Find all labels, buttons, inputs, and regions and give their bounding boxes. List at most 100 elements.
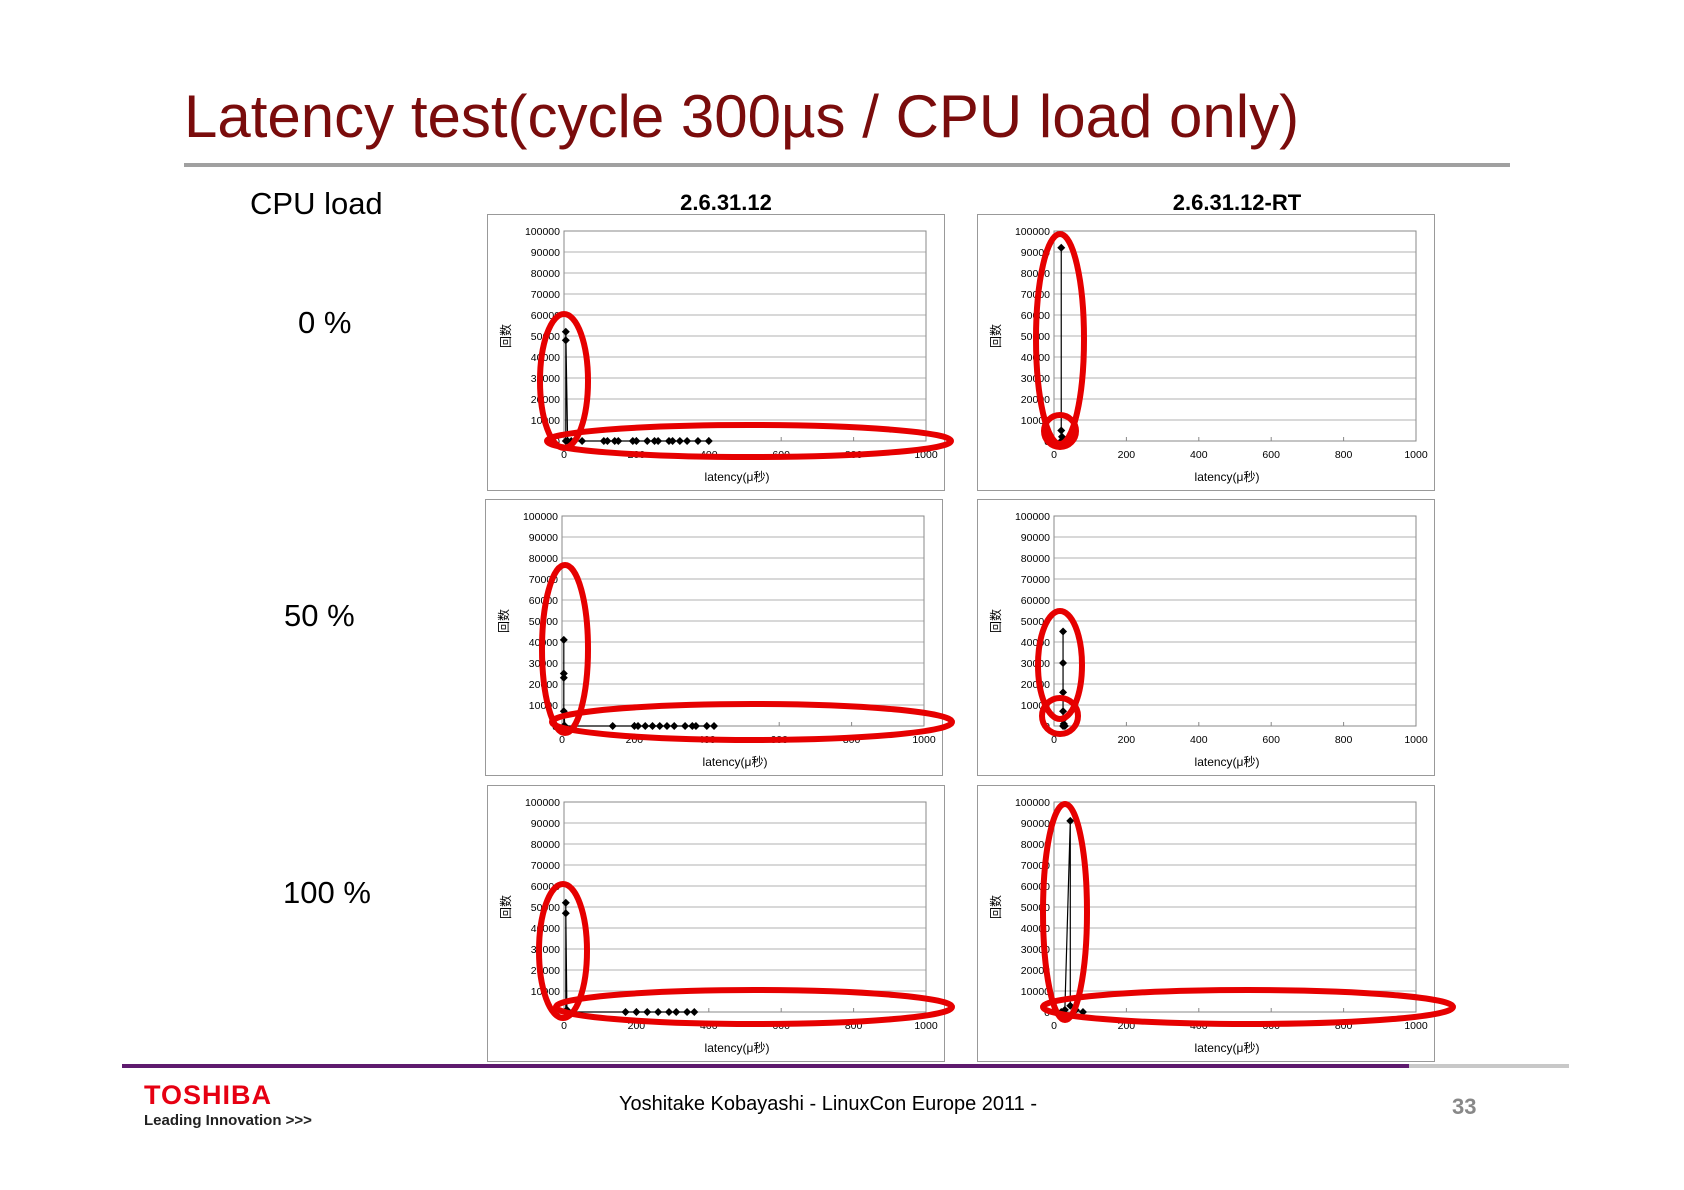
toshiba-logo: TOSHIBA	[144, 1080, 273, 1110]
y-axis-label: 回数	[498, 895, 513, 919]
chart-svg: 0100002000030000400005000060000700008000…	[498, 226, 954, 484]
row-label-0: 0 %	[298, 305, 352, 340]
x-tick-label: 0	[1051, 1020, 1057, 1032]
data-point	[704, 437, 713, 445]
row-label-100: 100 %	[283, 875, 371, 910]
data-point	[702, 722, 711, 730]
highlight-ellipse	[539, 562, 591, 736]
data-point	[655, 722, 664, 730]
data-point	[1078, 1008, 1087, 1016]
y-tick-label: 100000	[525, 797, 560, 809]
data-point	[681, 722, 690, 730]
x-tick-label: 0	[559, 734, 565, 746]
x-tick-label: 200	[1118, 449, 1136, 461]
y-tick-label: 80000	[1021, 839, 1050, 851]
chart-svg: 0100002000030000400005000060000700008000…	[988, 797, 1456, 1055]
data-point	[648, 722, 657, 730]
chart-svg: 0100002000030000400005000060000700008000…	[496, 511, 955, 769]
data-point	[670, 722, 679, 730]
data-point	[691, 722, 700, 730]
y-tick-label: 30000	[531, 944, 560, 956]
footer-divider	[122, 1064, 1409, 1068]
data-point	[1059, 659, 1068, 667]
y-tick-label: 100000	[1015, 797, 1050, 809]
x-tick-label: 800	[1335, 449, 1353, 461]
x-tick-label: 0	[561, 449, 567, 461]
highlight-ellipse	[1040, 801, 1090, 1023]
data-point	[668, 437, 677, 445]
y-tick-label: 80000	[531, 268, 560, 280]
y-tick-label: 100000	[525, 226, 560, 238]
y-axis-label: 回数	[498, 324, 513, 348]
data-point	[1057, 426, 1066, 435]
data-point	[1066, 1001, 1075, 1010]
data-point	[643, 437, 652, 445]
y-tick-label: 90000	[531, 247, 560, 259]
y-tick-label: 20000	[1021, 679, 1050, 691]
chart-svg: 0100002000030000400005000060000700008000…	[988, 511, 1428, 769]
data-point	[1059, 688, 1068, 697]
y-tick-label: 20000	[1021, 394, 1050, 406]
data-point	[561, 327, 570, 336]
y-tick-label: 100000	[1015, 511, 1050, 523]
page-number: 33	[1452, 1094, 1477, 1119]
data-point	[672, 1008, 681, 1016]
x-axis-label: latency(μ秒)	[1195, 470, 1260, 484]
y-tick-label: 90000	[1021, 818, 1050, 830]
data-point	[632, 437, 641, 445]
footer-text: Yoshitake Kobayashi - LinuxCon Europe 20…	[618, 1093, 1038, 1115]
x-tick-label: 400	[1190, 734, 1208, 746]
data-point	[559, 673, 568, 682]
y-tick-label: 20000	[531, 965, 560, 977]
y-tick-label: 90000	[1021, 532, 1050, 544]
highlight-ellipse	[1039, 695, 1081, 737]
highlight-ellipse	[1040, 987, 1456, 1027]
y-tick-label: 80000	[531, 839, 560, 851]
y-axis-label: 回数	[496, 609, 511, 633]
y-tick-label: 70000	[531, 860, 560, 872]
highlight-ellipse	[1041, 412, 1079, 450]
data-point	[710, 722, 719, 730]
data-point	[603, 437, 612, 445]
column-header-rt: 2.6.31.12-RT	[1172, 190, 1302, 215]
y-tick-label: 40000	[531, 923, 560, 935]
slide-title: Latency test(cycle 300µs / CPU load only…	[184, 83, 1300, 150]
data-point	[683, 437, 692, 445]
chart-svg: 0100002000030000400005000060000700008000…	[498, 797, 955, 1055]
chart-std-50: 0 10000 20000 30000 40000 50000 60000 70000 8000…	[485, 499, 955, 776]
highlight-ellipse	[1035, 608, 1085, 722]
y-tick-label: 80000	[529, 553, 558, 565]
data-point	[1066, 816, 1075, 825]
x-tick-label: 1000	[1404, 734, 1428, 746]
y-axis-label: 回数	[988, 324, 1003, 348]
data-point	[683, 1008, 692, 1016]
y-tick-label: 60000	[1021, 595, 1050, 607]
footer-divider-gray	[1409, 1064, 1569, 1068]
data-point	[1060, 1005, 1069, 1014]
x-tick-label: 600	[1262, 734, 1280, 746]
y-tick-label: 40000	[531, 352, 560, 364]
row-label-50: 50 %	[284, 598, 355, 633]
data-point	[643, 1008, 652, 1016]
data-point	[1059, 627, 1068, 636]
y-tick-label: 70000	[531, 289, 560, 301]
column-header-standard: 2.6.31.12	[680, 190, 772, 215]
y-tick-label: 100000	[523, 511, 558, 523]
x-tick-label: 400	[1190, 449, 1208, 461]
data-point	[578, 437, 587, 445]
x-tick-label: 800	[1335, 734, 1353, 746]
data-point	[632, 1008, 641, 1016]
data-point	[621, 1008, 630, 1016]
highlight-ellipse	[553, 987, 955, 1027]
y-tick-label: 90000	[531, 818, 560, 830]
data-point	[675, 437, 684, 445]
data-point	[608, 722, 617, 730]
cpu-load-header: CPU load	[250, 186, 383, 221]
data-point	[614, 437, 623, 445]
chart-svg: 0100002000030000400005000060000700008000…	[988, 226, 1428, 484]
y-tick-label: 80000	[1021, 268, 1050, 280]
data-point	[654, 1008, 663, 1016]
x-tick-label: 1000	[1404, 1020, 1428, 1032]
data-point	[561, 909, 570, 918]
